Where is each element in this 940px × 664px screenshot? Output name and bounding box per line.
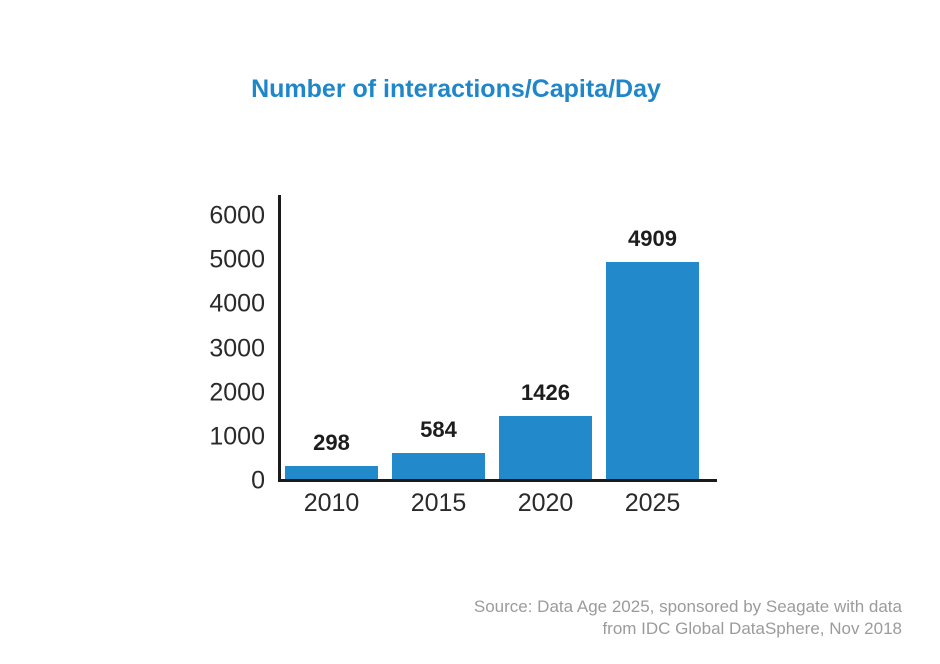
bar-value-label: 1426 — [521, 380, 570, 405]
chart-title: Number of interactions/Capita/Day — [251, 75, 661, 103]
bar-2025 — [606, 262, 699, 479]
y-axis-tick-label: 0 — [251, 466, 265, 495]
y-axis-line — [278, 195, 281, 482]
bar-value-label: 584 — [420, 417, 457, 442]
bar-2020 — [499, 416, 592, 479]
bar-value-label: 4909 — [628, 226, 677, 251]
y-axis-tick-label: 3000 — [209, 334, 265, 362]
y-axis-tick-label: 6000 — [209, 201, 265, 230]
x-axis-line — [278, 479, 717, 482]
x-axis-tick-label: 2025 — [624, 489, 681, 517]
bar-value-label: 298 — [313, 430, 350, 455]
x-axis-tick-label: 2010 — [303, 489, 360, 517]
y-axis-tick-label: 2000 — [209, 378, 265, 407]
y-axis-tick-label: 5000 — [209, 245, 265, 274]
y-axis-tick-label: 4000 — [209, 289, 265, 318]
x-axis-tick-label: 2015 — [410, 489, 467, 517]
source-line-1: Source: Data Age 2025, sponsored by Seag… — [473, 597, 902, 616]
bar-2010 — [285, 466, 378, 479]
bar-2015 — [392, 453, 485, 479]
x-axis-tick-label: 2020 — [517, 489, 574, 517]
source-note: Source: Data Age 2025, sponsored by Seag… — [474, 596, 902, 640]
y-axis-tick-label: 1000 — [209, 422, 265, 451]
source-line-2: from IDC Global DataSphere, Nov 2018 — [602, 619, 902, 638]
